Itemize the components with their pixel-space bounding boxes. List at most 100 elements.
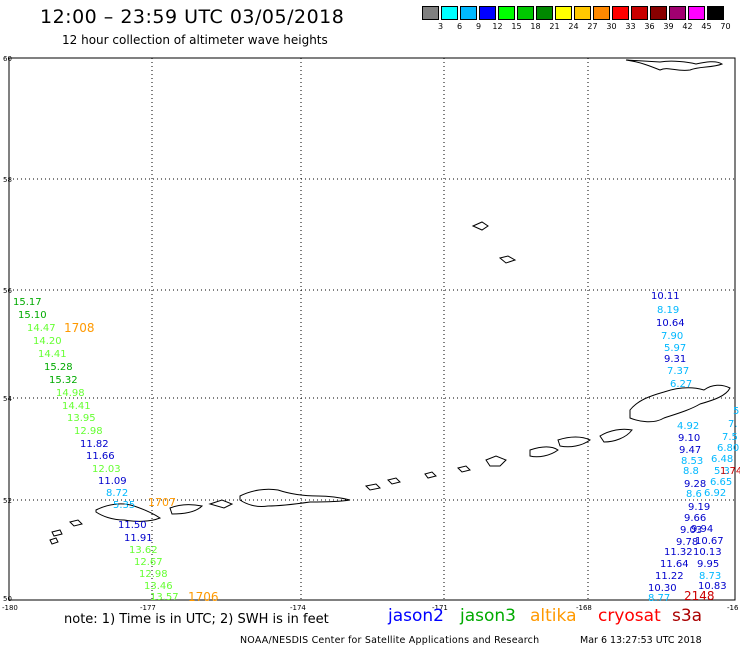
colorbar-swatch	[650, 6, 667, 20]
satellite-altika: altika	[530, 606, 577, 626]
track-value: 11.22	[655, 571, 684, 582]
colorbar-swatch	[593, 6, 610, 20]
lat-label: 60	[3, 55, 12, 63]
track-value: 7.37	[667, 366, 689, 377]
track-value: 12.98	[74, 426, 103, 437]
pass-id-label: 2148	[684, 589, 715, 603]
track-value: 14.41	[62, 401, 91, 412]
track-value: 5.35	[113, 500, 135, 511]
track-value: 8.19	[657, 305, 679, 316]
colorbar-label: 33	[625, 22, 636, 31]
colorbar-label: 12	[492, 22, 503, 31]
coastline	[49, 59, 731, 545]
track-value: 15.32	[49, 375, 78, 386]
track-value: 9.78	[676, 537, 698, 548]
track-value: 4.92	[677, 421, 699, 432]
lon-label: -174	[290, 604, 306, 612]
pass-id-label: 1708	[64, 321, 95, 335]
colorbar-label: 6	[456, 22, 463, 31]
track-value: 6.48	[711, 454, 733, 465]
colorbar-label: 70	[720, 22, 731, 31]
track-value: 5	[733, 406, 739, 417]
track-value: 10.11	[651, 291, 680, 302]
track-value: 11.64	[660, 559, 689, 570]
colorbar-label: 45	[701, 22, 712, 31]
track-value: 10.30	[648, 583, 677, 594]
track-value: 8.53	[681, 456, 703, 467]
pass-id-label: 1707	[148, 496, 176, 509]
track-value: 9.03	[680, 525, 702, 536]
colorbar-swatch	[479, 6, 496, 20]
colorbar-label: 39	[663, 22, 674, 31]
track-value: 6.65	[710, 477, 732, 488]
track-value: 8.72	[106, 488, 128, 499]
track-value: 11.32	[664, 547, 693, 558]
graticule	[9, 58, 735, 600]
colorbar-label: 9	[475, 22, 482, 31]
colorbar-label: 27	[587, 22, 598, 31]
track-value: 12.98	[139, 569, 168, 580]
track-value: 13.95	[67, 413, 96, 424]
track-value: 5.97	[664, 343, 686, 354]
track-value: 10.67	[695, 536, 724, 547]
altimeter-tracks: 15.17 15.10 14.47 14.20 14.41 15.28 15.32 14.98…	[13, 291, 740, 604]
track-value: 14.98	[56, 388, 85, 399]
colorbar-label: 30	[606, 22, 617, 31]
track-value: 7.90	[661, 331, 683, 342]
lon-label: -171	[432, 604, 448, 612]
track-value: 9.10	[678, 433, 700, 444]
footer-note: note: 1) Time is in UTC; 2) SWH is in fe…	[64, 612, 329, 627]
colorbar-swatch	[441, 6, 458, 20]
track-value: 8.73	[699, 571, 721, 582]
colorbar-swatch	[536, 6, 553, 20]
colorbar-swatch	[460, 6, 477, 20]
colorbar-label: 15	[511, 22, 522, 31]
pass-id-label: 1.74	[720, 466, 740, 477]
track-value: 15.28	[44, 362, 73, 373]
track-value: 11.91	[124, 533, 153, 544]
track-value: 12.67	[134, 557, 163, 568]
track-value: 10.83	[698, 581, 727, 592]
track-value: 13.57	[150, 592, 179, 603]
track-value: 6.27	[670, 379, 692, 390]
track-value: 8.8	[683, 466, 699, 477]
satellite-jason2: jason2	[388, 606, 444, 626]
track-value: 13.62	[129, 545, 158, 556]
track-value: 11.82	[80, 439, 109, 450]
pass-id-label: 1706	[188, 590, 219, 604]
colorbar-swatch	[498, 6, 515, 20]
colorbar-swatch	[555, 6, 572, 20]
lat-label: 56	[3, 287, 12, 295]
track-value: 14.20	[33, 336, 62, 347]
colorbar-swatch	[669, 6, 686, 20]
track-value: 9.28	[684, 479, 706, 490]
track-value: 8.77	[648, 593, 670, 604]
axis-labels: 60 58 56 54 52 50-180 -177 -174 -171 -168 -16	[2, 55, 739, 612]
satellite-cryosat: cryosat	[598, 606, 661, 626]
track-value: 10.64	[656, 318, 685, 329]
track-value: 11.50	[118, 520, 147, 531]
colorbar-swatch	[517, 6, 534, 20]
track-value: 7.	[728, 419, 738, 430]
colorbar-swatch	[631, 6, 648, 20]
colorbar-swatch	[707, 6, 724, 20]
colorbar-swatch	[612, 6, 629, 20]
satellite-jason3: jason3	[460, 606, 516, 626]
track-value: 9.95	[697, 559, 719, 570]
colorbar-label: 18	[530, 22, 541, 31]
lat-label: 52	[3, 497, 12, 505]
track-value: 9.66	[684, 513, 706, 524]
lon-label: -177	[140, 604, 156, 612]
generation-timestamp: Mar 6 13:27:53 UTC 2018	[580, 635, 702, 646]
colorbar-label: 21	[549, 22, 560, 31]
track-value: 13.46	[144, 581, 173, 592]
track-value: 6.92	[704, 488, 726, 499]
track-value: 15.17	[13, 297, 42, 308]
track-value: 8.6	[686, 489, 702, 500]
track-value: 9.47	[679, 445, 701, 456]
track-value: 15.10	[18, 310, 47, 321]
map-frame	[8, 57, 736, 601]
colorbar-swatch	[688, 6, 705, 20]
track-value: 6.80	[717, 443, 739, 454]
lon-label: -180	[2, 604, 18, 612]
